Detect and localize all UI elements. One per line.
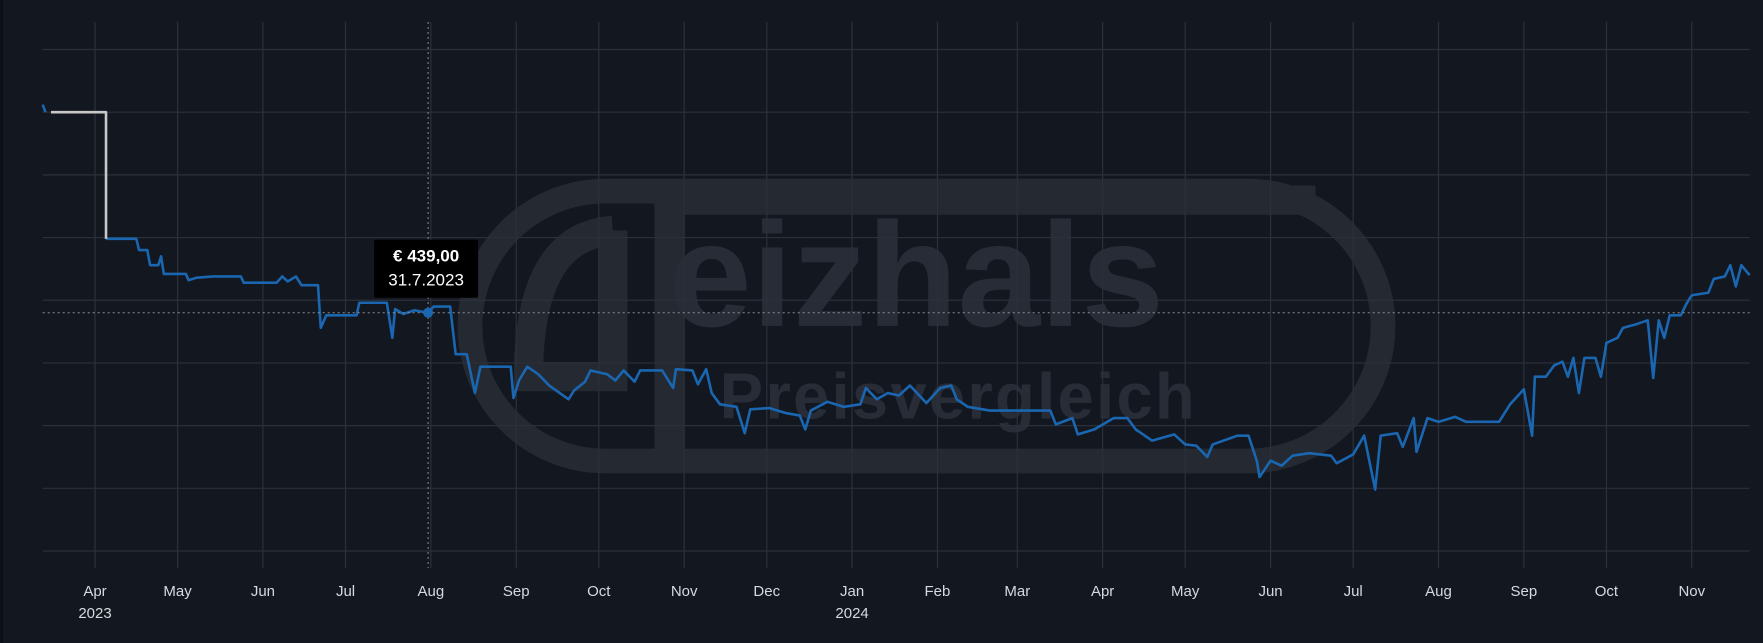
x-tick-label: Jan	[840, 583, 864, 600]
x-tick-label: Mar	[1004, 583, 1030, 600]
watermark-logo	[513, 185, 1316, 450]
x-tick-label: Jun	[1258, 583, 1282, 600]
x-year-label: 2023	[78, 605, 111, 622]
x-tick-label: Nov	[671, 583, 698, 600]
x-tick-label: Oct	[1595, 583, 1619, 600]
x-tick-label: Apr	[1091, 583, 1114, 600]
x-tick-label: Dec	[753, 583, 780, 600]
x-tick-label: Jul	[336, 583, 355, 600]
x-tick-label: Feb	[925, 583, 951, 600]
x-tick-label: Aug	[418, 583, 445, 600]
grid: Apr May Jun Jul Aug Sep Oct Nov Dec Jan Feb Mar Apr M…	[42, 22, 1750, 622]
x-tick-label: May	[1171, 583, 1200, 600]
price-line	[50, 110, 108, 239]
x-tick-label: Oct	[587, 583, 611, 600]
x-year-label: 2024	[835, 605, 868, 622]
tooltip-box	[374, 239, 479, 298]
x-tick-label: Nov	[1678, 583, 1705, 600]
x-tick-label: Jun	[251, 583, 275, 600]
tooltip-date: 31.7.2023	[388, 270, 464, 289]
x-tick-label: Sep	[503, 583, 530, 600]
price-line	[41, 104, 1751, 491]
tooltip-value: € 439,00	[393, 246, 459, 265]
left-edge	[0, 0, 3, 643]
watermark: eizhals Preisvergleich	[457, 178, 1396, 474]
x-tick-label: Aug	[1425, 583, 1452, 600]
hover-point	[423, 307, 434, 318]
x-tick-label: Apr	[83, 583, 106, 600]
watermark-brand: eizhals	[669, 193, 1164, 358]
watermark-tagline: Preisvergleich	[720, 360, 1197, 433]
plot	[41, 104, 1751, 491]
x-tick-label: May	[163, 583, 192, 600]
x-tick-label: Sep	[1510, 583, 1537, 600]
tooltip-layer: € 439,00 31.7.2023	[42, 22, 1750, 568]
x-tick-label: Jul	[1344, 583, 1363, 600]
